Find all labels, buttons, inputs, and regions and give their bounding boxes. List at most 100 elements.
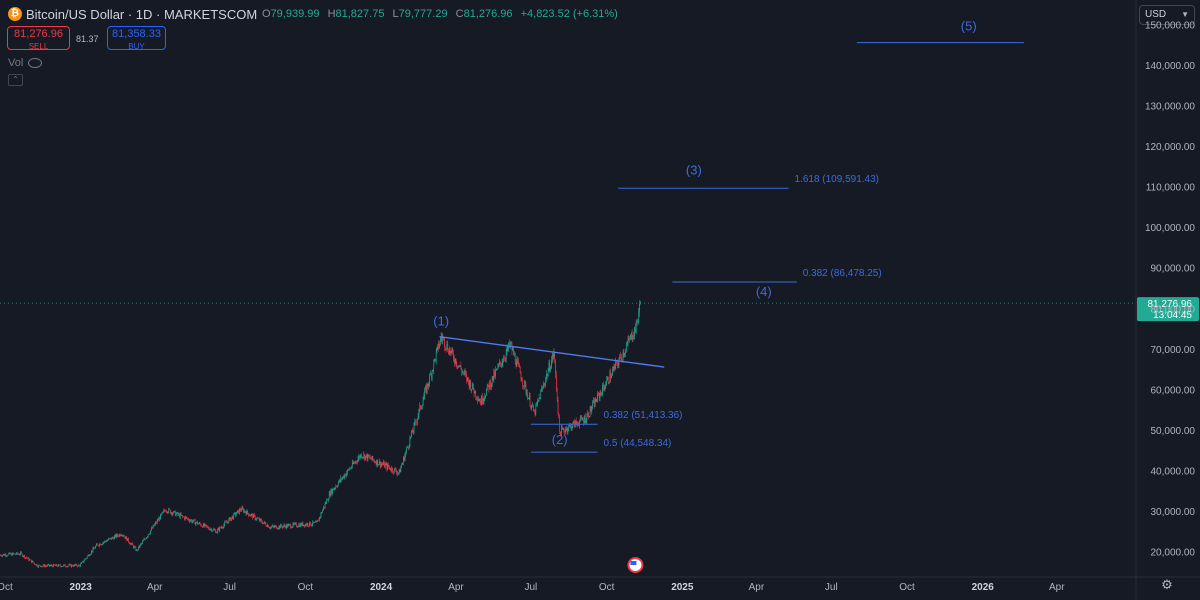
candle-body	[569, 425, 570, 426]
candle-body	[40, 566, 42, 568]
candle-body	[405, 451, 407, 455]
fib-level-label: 1.618 (109,591.43)	[794, 174, 879, 185]
candle-body	[601, 393, 602, 395]
collapse-legend-button[interactable]: ⌃	[8, 74, 23, 86]
candle-body	[251, 514, 253, 516]
candle-body	[462, 371, 463, 373]
candle-body	[542, 384, 544, 388]
candle-body	[24, 555, 25, 559]
candle-body	[547, 374, 548, 377]
candle-body	[27, 557, 29, 559]
buy-button[interactable]: 81,358.33 BUY	[107, 26, 166, 51]
candle-body	[86, 558, 87, 559]
x-tick-label: 2024	[370, 582, 393, 593]
candle-body	[187, 518, 188, 520]
candle-body	[607, 377, 608, 380]
candle-body	[556, 374, 557, 390]
candle-body	[191, 519, 193, 523]
candle-body	[426, 383, 428, 393]
candle-body	[102, 542, 104, 545]
candle-body	[257, 518, 258, 519]
candle-body	[582, 419, 584, 421]
candle-body	[394, 468, 396, 470]
candle-body	[202, 523, 204, 528]
currency-select[interactable]: USD ▼	[1139, 5, 1195, 25]
candle-body	[30, 559, 32, 563]
candle-body	[486, 389, 487, 396]
candle-body	[423, 396, 425, 401]
last-price-tag	[1137, 297, 1199, 322]
candle-body	[566, 428, 568, 432]
symbol-title[interactable]: Bitcoin/US Dollar · 1D · MARKETSCOM	[26, 7, 258, 22]
candle-body	[532, 404, 533, 406]
candle-body	[545, 378, 546, 385]
candle-body	[64, 564, 66, 567]
candle-body	[321, 512, 323, 514]
candle-body	[432, 369, 434, 371]
gear-icon[interactable]: ⚙	[1161, 577, 1173, 592]
candle-body	[513, 348, 514, 356]
candle-body	[573, 421, 574, 423]
candle-body	[292, 523, 294, 527]
candle-body	[541, 388, 542, 392]
candle-body	[62, 566, 63, 567]
candle-body	[221, 527, 223, 529]
candle-body	[461, 369, 463, 373]
y-tick-label: 100,000.00	[1145, 223, 1195, 234]
candle-body	[458, 365, 460, 367]
candle-body	[168, 508, 170, 513]
candle-body	[252, 514, 253, 518]
candle-body	[333, 488, 335, 490]
candle-body	[549, 363, 551, 371]
candle-body	[365, 455, 366, 460]
sell-button[interactable]: 81,276.96 SELL	[7, 26, 70, 51]
candle-body	[20, 552, 21, 555]
candle-body	[97, 544, 99, 546]
candle-body	[106, 540, 108, 542]
y-tick-label: 150,000.00	[1145, 20, 1195, 31]
trendline[interactable]	[439, 335, 665, 368]
candle-body	[313, 521, 314, 523]
candle-body	[487, 384, 489, 386]
candle-body	[633, 335, 635, 339]
candle-body	[479, 400, 481, 402]
candle-body	[414, 421, 416, 424]
candle-body	[127, 538, 128, 541]
candle-body	[342, 477, 343, 480]
candle-body	[383, 462, 384, 465]
candle-body	[517, 360, 519, 362]
candle-body	[94, 548, 95, 550]
candle-body	[123, 536, 125, 538]
candle-body	[163, 510, 165, 512]
candle-body	[361, 457, 363, 458]
candle-body	[4, 554, 6, 556]
candle-body	[586, 415, 588, 422]
candle-body	[623, 352, 625, 356]
candle-body	[128, 538, 129, 542]
candle-body	[34, 562, 35, 565]
candle-body	[626, 343, 628, 346]
candle-body	[443, 338, 444, 339]
candle-body	[403, 457, 405, 461]
candle-body	[417, 415, 419, 419]
candle-body	[105, 541, 106, 542]
candle-body	[77, 564, 79, 567]
x-tick-label: Jul	[524, 582, 537, 593]
candle-body	[126, 536, 128, 541]
candle-body	[463, 371, 465, 373]
candle-body	[305, 524, 306, 527]
candle-body	[354, 462, 356, 464]
candle-body	[86, 556, 88, 559]
candle-body	[334, 488, 336, 489]
candle-body	[546, 374, 547, 379]
candle-body	[591, 408, 593, 412]
candle-body	[208, 528, 210, 530]
eye-icon[interactable]	[28, 58, 42, 68]
candle-body	[473, 389, 475, 394]
candle-body	[116, 534, 118, 538]
candle-body	[341, 477, 342, 480]
candle-body	[349, 468, 351, 471]
candle-body	[165, 511, 167, 513]
candle-body	[96, 544, 98, 545]
